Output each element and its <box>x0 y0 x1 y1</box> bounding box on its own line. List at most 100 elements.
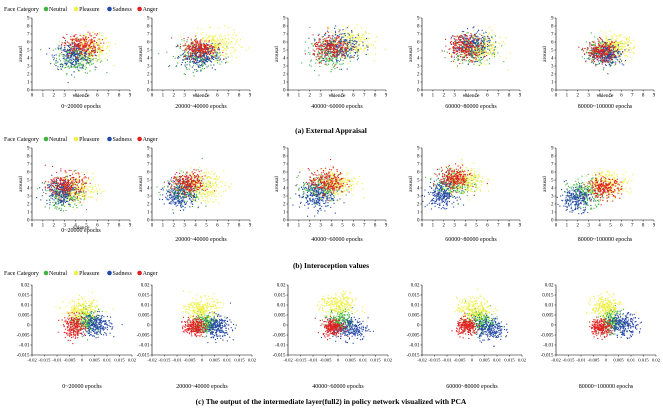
point <box>320 47 322 49</box>
point <box>471 61 473 63</box>
point <box>233 29 235 31</box>
scatter-panel: 0 1 2 3 4 5 6 7 8 90123456789valencearousal40000~… <box>274 17 388 110</box>
point <box>191 56 193 58</box>
point <box>171 37 173 39</box>
point <box>319 46 321 48</box>
point <box>331 69 333 71</box>
point <box>373 60 375 62</box>
point <box>470 52 472 54</box>
point <box>609 53 611 55</box>
point <box>200 53 202 55</box>
point <box>186 45 188 47</box>
point <box>88 40 90 42</box>
point <box>81 40 83 42</box>
point <box>459 39 461 41</box>
point <box>621 40 623 42</box>
point <box>319 65 321 67</box>
point <box>82 56 84 58</box>
point <box>470 41 472 43</box>
point <box>318 33 320 35</box>
point <box>339 43 341 45</box>
point <box>364 48 366 50</box>
legend-marker-pleasure <box>73 270 79 276</box>
point <box>477 29 479 31</box>
point <box>607 73 609 75</box>
point <box>464 44 466 46</box>
point <box>483 40 485 42</box>
point <box>97 38 99 40</box>
point <box>613 44 615 46</box>
point <box>471 36 473 38</box>
point <box>65 44 67 46</box>
point <box>463 51 465 53</box>
point <box>475 49 477 51</box>
point <box>471 48 473 50</box>
point <box>606 55 608 57</box>
point <box>355 47 357 49</box>
point <box>503 61 505 63</box>
point <box>608 48 610 50</box>
point <box>611 59 613 61</box>
point <box>477 56 479 58</box>
point <box>313 38 315 40</box>
point <box>469 53 471 55</box>
point <box>201 52 203 54</box>
point <box>608 63 610 65</box>
point <box>314 43 316 45</box>
point <box>473 57 475 59</box>
point <box>205 46 207 48</box>
point <box>480 55 482 57</box>
point <box>454 47 456 49</box>
point <box>40 49 42 51</box>
point <box>464 52 466 54</box>
point <box>174 57 176 59</box>
point <box>74 45 76 47</box>
point <box>91 41 93 43</box>
point <box>612 49 614 51</box>
point <box>80 47 82 49</box>
point <box>350 56 352 58</box>
point <box>52 49 54 51</box>
point <box>96 33 98 35</box>
point <box>80 53 82 55</box>
point <box>334 52 336 54</box>
point <box>478 51 480 53</box>
point <box>203 55 205 57</box>
point <box>219 51 221 53</box>
point <box>65 64 67 66</box>
point <box>619 62 621 64</box>
point <box>633 53 635 55</box>
point <box>333 38 335 40</box>
point <box>622 51 624 53</box>
point <box>472 41 474 43</box>
point <box>365 38 367 40</box>
point <box>335 57 337 59</box>
point <box>481 46 483 48</box>
point <box>477 37 479 39</box>
point <box>484 49 486 51</box>
point <box>466 44 468 46</box>
point <box>70 49 72 51</box>
point <box>617 48 619 50</box>
point <box>55 54 57 56</box>
point <box>92 34 94 36</box>
point <box>484 43 486 45</box>
point <box>613 61 615 63</box>
point <box>72 48 74 50</box>
point <box>75 56 77 58</box>
point <box>351 32 353 34</box>
point <box>185 57 187 59</box>
point <box>482 48 484 50</box>
point <box>601 63 603 65</box>
point <box>61 51 63 53</box>
point <box>92 50 94 52</box>
point <box>95 44 97 46</box>
point <box>322 48 324 50</box>
point <box>97 51 99 53</box>
point <box>64 63 66 65</box>
point <box>223 46 225 48</box>
point <box>355 46 357 48</box>
point <box>89 34 91 36</box>
point <box>65 55 67 57</box>
point <box>478 38 480 40</box>
